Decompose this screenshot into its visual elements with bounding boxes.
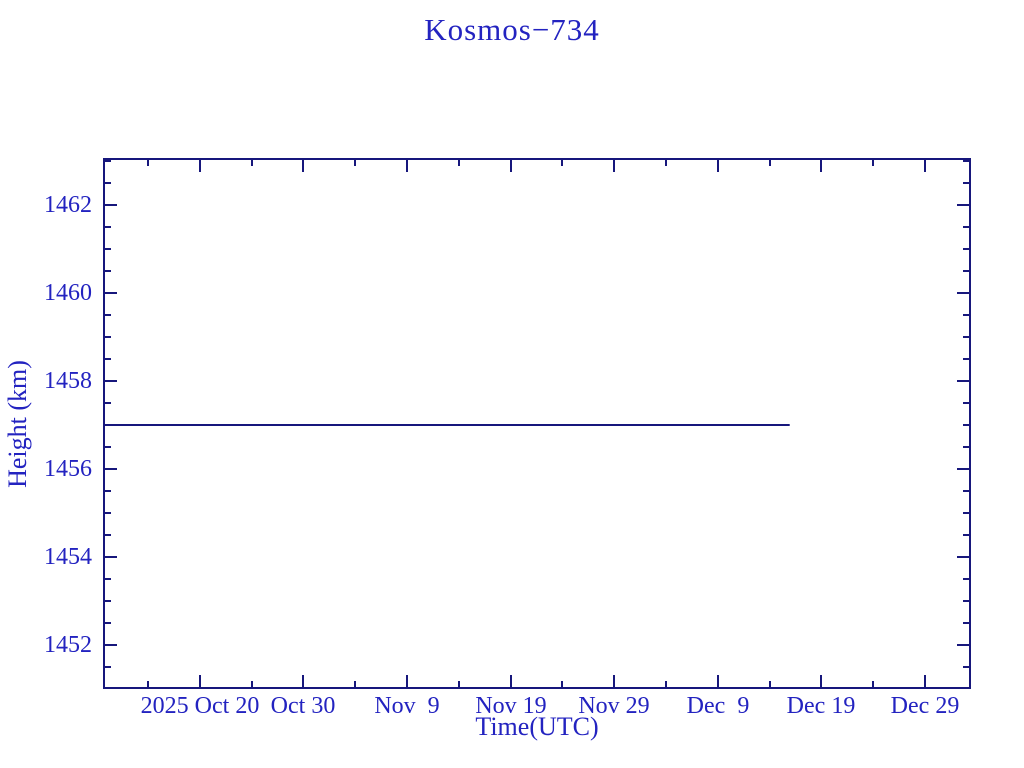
y-tick-label: 1462 <box>44 192 92 218</box>
y-major-tick <box>103 644 117 646</box>
y-minor-tick <box>963 622 971 624</box>
x-major-tick <box>199 158 201 172</box>
y-minor-tick <box>963 160 971 162</box>
x-minor-tick <box>458 681 460 689</box>
y-major-tick <box>957 556 971 558</box>
y-minor-tick <box>963 424 971 426</box>
x-major-tick <box>613 675 615 689</box>
y-tick-label: 1452 <box>44 632 92 658</box>
y-minor-tick <box>103 666 111 668</box>
y-minor-tick <box>103 512 111 514</box>
x-major-tick <box>924 675 926 689</box>
y-minor-tick <box>103 358 111 360</box>
x-tick-label: 2025 Oct 20 <box>140 693 260 719</box>
x-major-tick <box>510 158 512 172</box>
x-major-tick <box>717 675 719 689</box>
x-major-tick <box>406 158 408 172</box>
y-minor-tick <box>963 182 971 184</box>
y-minor-tick <box>963 336 971 338</box>
plot-area <box>103 158 971 689</box>
x-tick-label: Dec 29 <box>890 693 960 719</box>
x-tick-label: Dec 9 <box>686 693 750 719</box>
y-minor-tick <box>963 578 971 580</box>
plot-frame <box>103 158 971 689</box>
chart-title: Kosmos−734 <box>424 12 600 47</box>
x-minor-tick <box>458 158 460 166</box>
x-axis-title: Time(UTC) <box>475 712 599 741</box>
x-minor-tick <box>147 681 149 689</box>
y-minor-tick <box>103 226 111 228</box>
x-major-tick <box>613 158 615 172</box>
y-major-tick <box>103 380 117 382</box>
x-tick-label: Oct 30 <box>270 693 336 719</box>
y-tick-label: 1460 <box>44 280 92 306</box>
y-major-tick <box>103 556 117 558</box>
y-minor-tick <box>963 534 971 536</box>
x-minor-tick <box>251 158 253 166</box>
x-minor-tick <box>354 158 356 166</box>
y-minor-tick <box>103 160 111 162</box>
y-minor-tick <box>963 490 971 492</box>
x-minor-tick <box>665 158 667 166</box>
y-minor-tick <box>103 182 111 184</box>
x-minor-tick <box>872 158 874 166</box>
y-minor-tick <box>103 622 111 624</box>
x-minor-tick <box>147 158 149 166</box>
y-major-tick <box>957 468 971 470</box>
y-major-tick <box>957 380 971 382</box>
series-layer <box>103 424 790 426</box>
x-major-tick <box>820 675 822 689</box>
x-major-tick <box>510 675 512 689</box>
x-major-tick <box>302 675 304 689</box>
y-minor-tick <box>963 666 971 668</box>
y-minor-tick <box>103 534 111 536</box>
y-minor-tick <box>963 358 971 360</box>
y-minor-tick <box>963 402 971 404</box>
x-minor-tick <box>561 158 563 166</box>
x-minor-tick <box>251 681 253 689</box>
y-major-tick <box>103 204 117 206</box>
x-major-tick <box>406 675 408 689</box>
y-minor-tick <box>103 600 111 602</box>
y-major-tick <box>103 292 117 294</box>
y-minor-tick <box>963 314 971 316</box>
y-minor-tick <box>103 336 111 338</box>
y-tick-label: 1454 <box>44 544 92 570</box>
x-tick-label: Dec 19 <box>786 693 856 719</box>
x-minor-tick <box>872 681 874 689</box>
y-minor-tick <box>963 600 971 602</box>
y-minor-tick <box>103 490 111 492</box>
x-tick-label: Nov 29 <box>578 693 650 719</box>
x-minor-tick <box>561 681 563 689</box>
y-major-tick <box>103 468 117 470</box>
y-minor-tick <box>963 270 971 272</box>
y-minor-tick <box>103 314 111 316</box>
y-minor-tick <box>103 270 111 272</box>
y-minor-tick <box>103 402 111 404</box>
x-tick-label: Nov 9 <box>374 693 440 719</box>
x-major-tick <box>717 158 719 172</box>
x-minor-tick <box>769 681 771 689</box>
y-major-tick <box>957 204 971 206</box>
x-tick-label: Nov 19 <box>475 693 547 719</box>
y-minor-tick <box>963 248 971 250</box>
y-minor-tick <box>963 512 971 514</box>
y-minor-tick <box>103 446 111 448</box>
x-major-tick <box>302 158 304 172</box>
x-minor-tick <box>354 681 356 689</box>
x-major-tick <box>820 158 822 172</box>
y-tick-label: 1456 <box>44 456 92 482</box>
y-minor-tick <box>103 578 111 580</box>
x-major-tick <box>199 675 201 689</box>
x-minor-tick <box>769 158 771 166</box>
y-minor-tick <box>963 446 971 448</box>
y-major-tick <box>957 644 971 646</box>
y-minor-tick <box>963 226 971 228</box>
y-tick-label: 1458 <box>44 368 92 394</box>
x-major-tick <box>924 158 926 172</box>
x-minor-tick <box>665 681 667 689</box>
y-major-tick <box>957 292 971 294</box>
y-minor-tick <box>103 248 111 250</box>
